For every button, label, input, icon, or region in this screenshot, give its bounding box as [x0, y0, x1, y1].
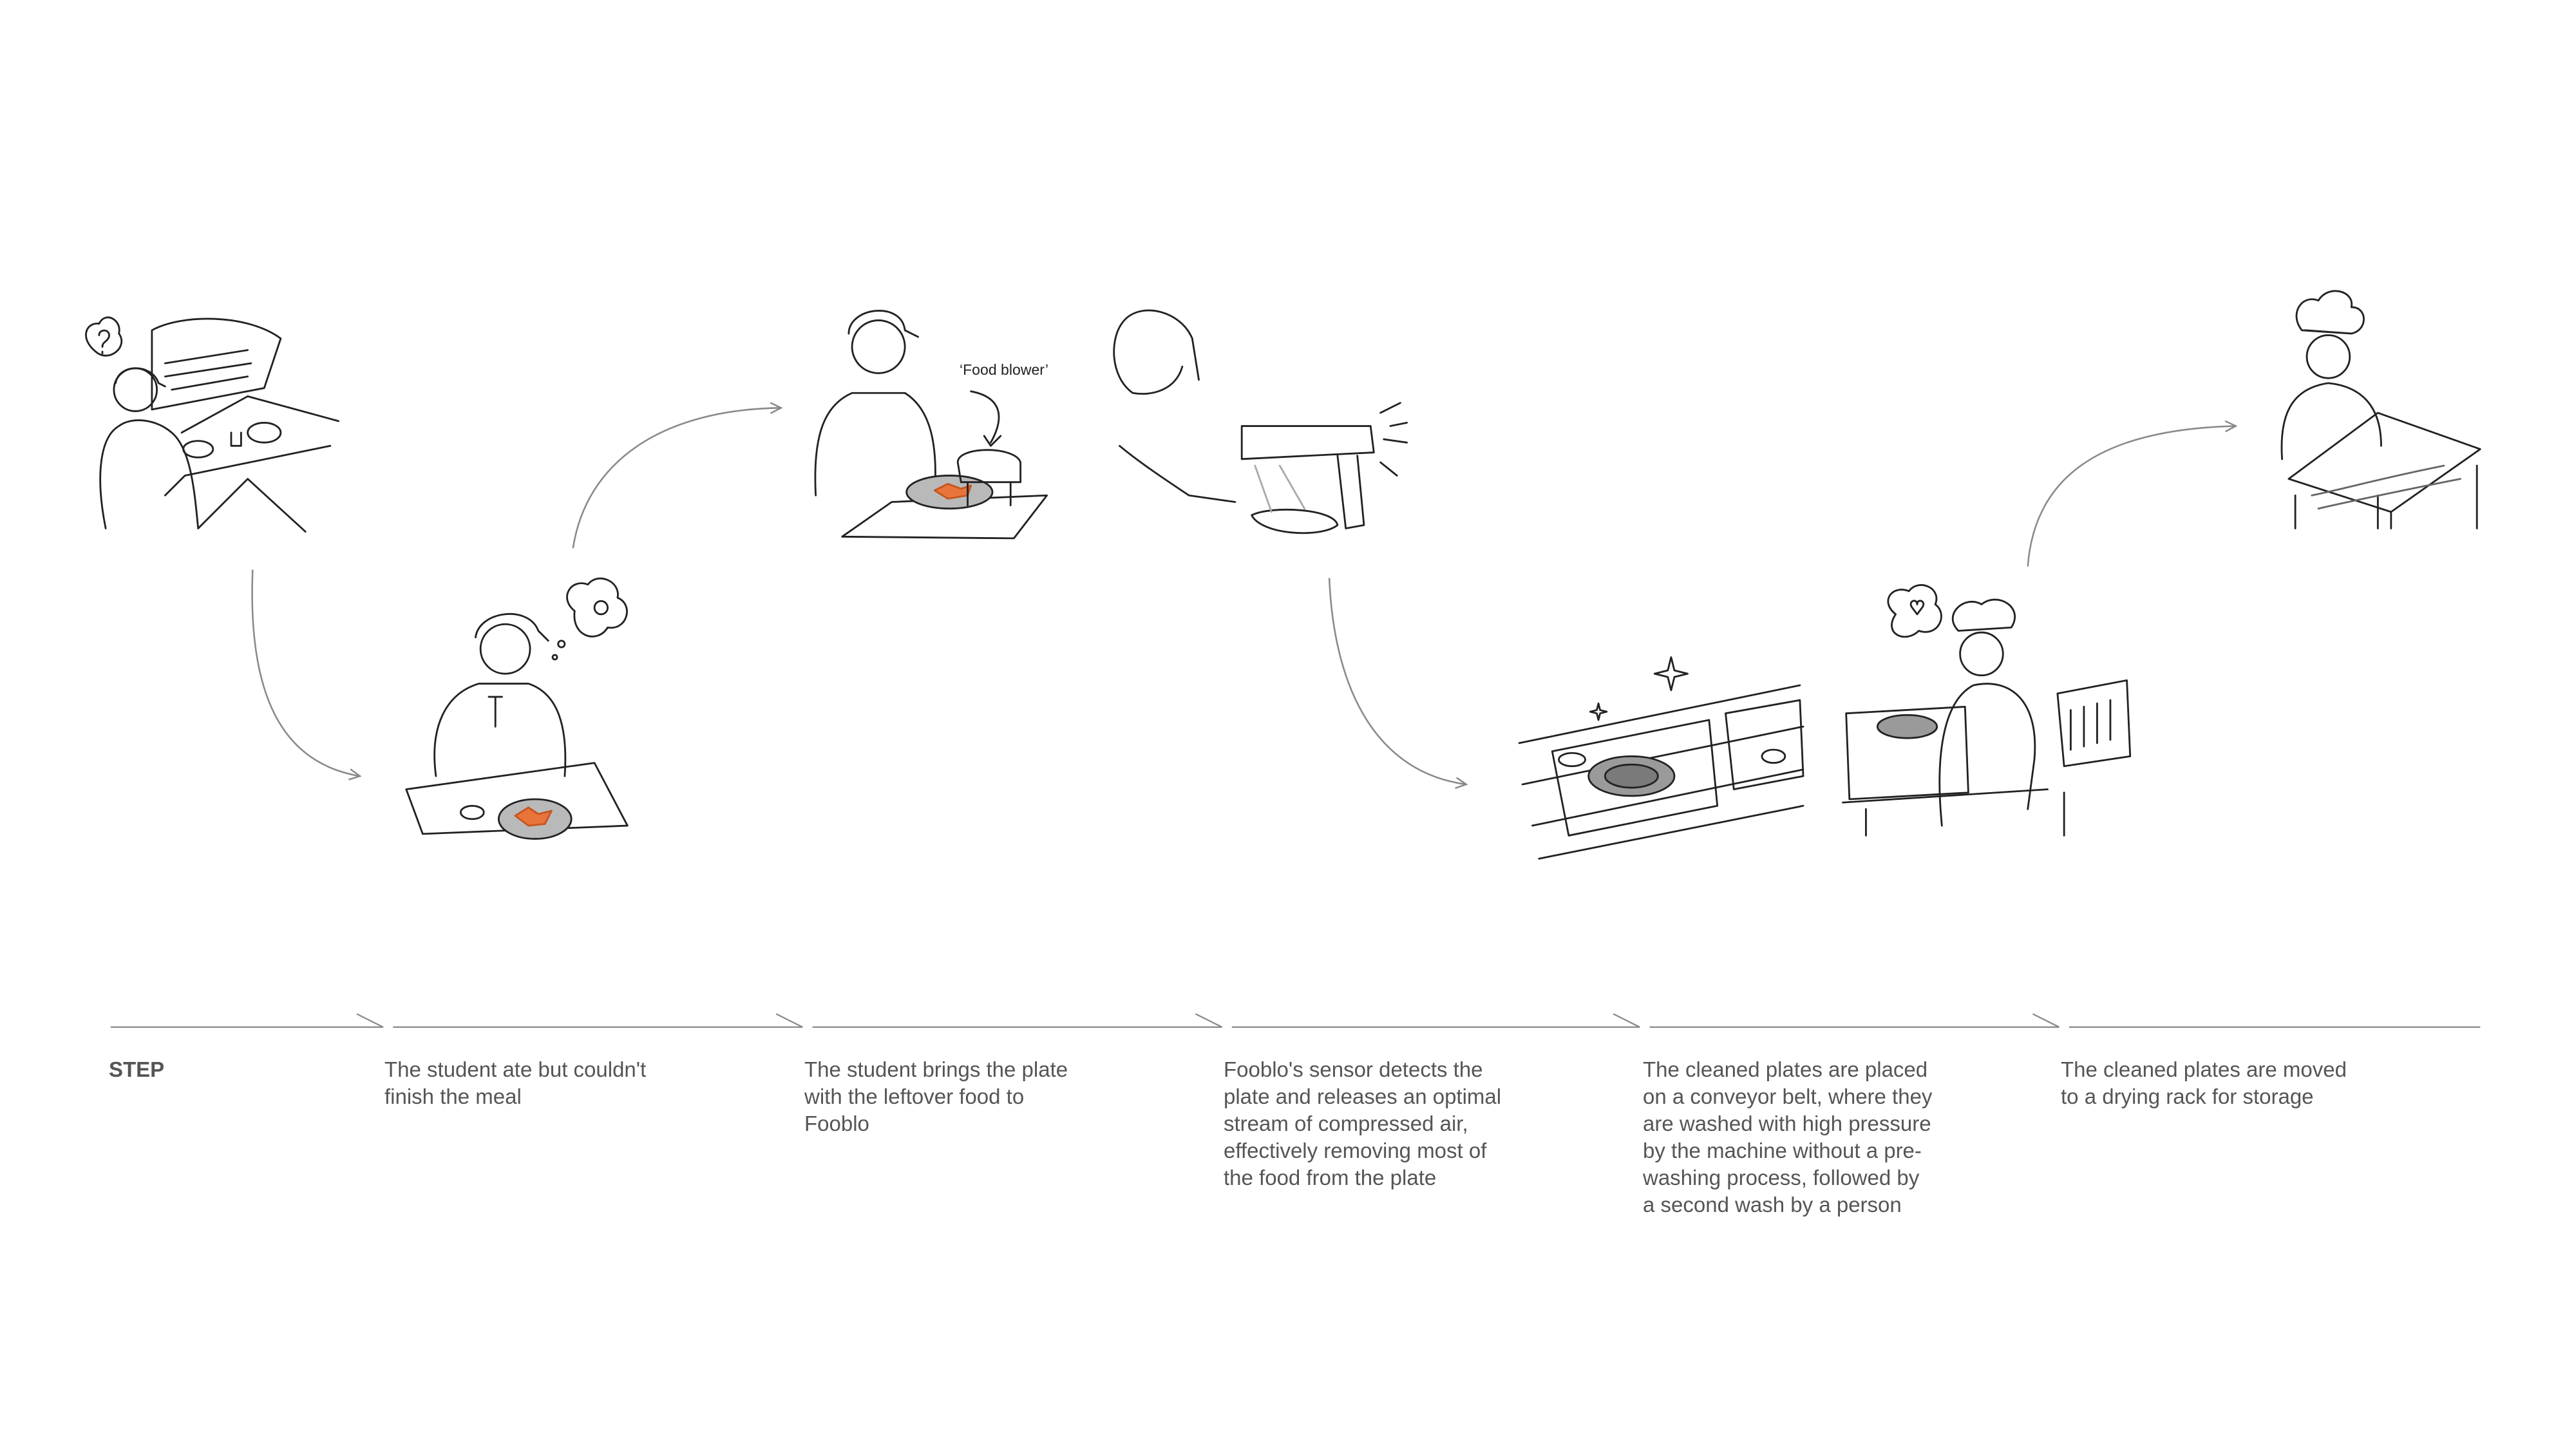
step-text: The student ate but couldn't finish the …	[384, 1057, 647, 1108]
timeline	[110, 1013, 2481, 1028]
sketch-conveyor	[1518, 656, 1804, 860]
sketch-drying-rack	[2280, 290, 2481, 529]
sketch-counter	[85, 316, 340, 533]
flow-arrow	[1328, 578, 1466, 784]
sketch-air-blower	[1113, 309, 1408, 535]
sketch-student-eating	[405, 577, 629, 840]
step-text: The student brings the plate with the le…	[804, 1057, 1068, 1135]
annotation: ‘Food blower’	[960, 361, 1048, 378]
step-text: The cleaned plates are placed on a conve…	[1643, 1057, 1933, 1217]
flow-arrow	[251, 569, 360, 777]
flow-arrow	[2027, 426, 2236, 567]
step-header: STEP	[109, 1057, 165, 1081]
step-text: The cleaned plates are moved to a drying…	[2061, 1057, 2347, 1108]
flow-arrow	[572, 408, 781, 549]
step-text: Fooblo's sensor detects the plate and re…	[1224, 1057, 1502, 1189]
sketch-bring-plate	[814, 310, 1048, 540]
sketch-washing	[1842, 584, 2132, 837]
